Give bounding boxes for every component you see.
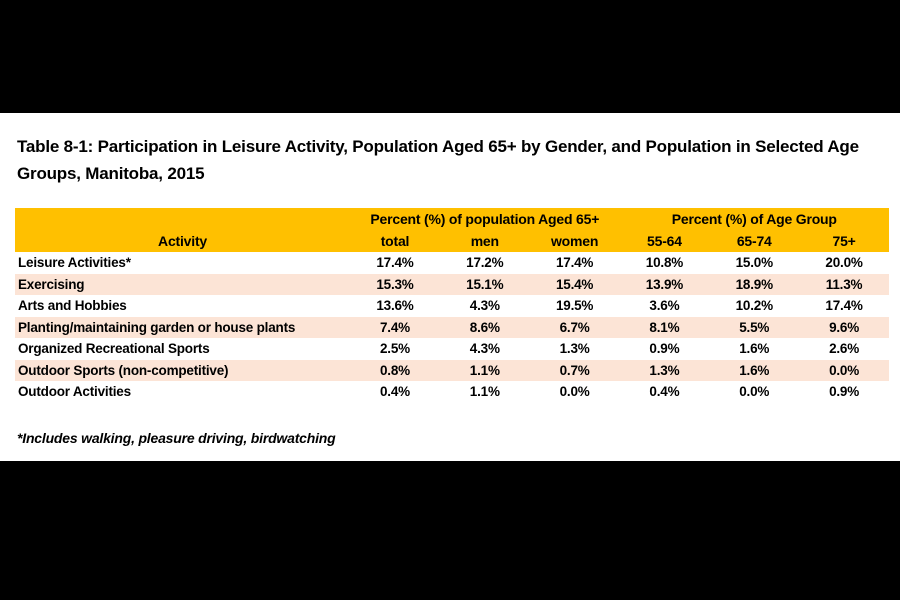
footnote: *Includes walking, pleasure driving, bir… — [17, 429, 336, 446]
activity-cell: Leisure Activities* — [15, 252, 351, 274]
letterbox-top-bar — [0, 0, 900, 113]
value-cell: 0.7% — [529, 359, 620, 381]
value-cell: 7.4% — [350, 316, 440, 338]
value-cell: 1.3% — [529, 338, 620, 360]
value-cell: 4.3% — [439, 295, 530, 317]
value-cell: 0.0% — [709, 381, 800, 403]
value-cell: 10.2% — [709, 295, 800, 317]
leisure-participation-table: Percent (%) of population Aged 65+ Perce… — [15, 208, 889, 403]
value-cell: 0.4% — [619, 381, 710, 403]
value-cell: 1.1% — [439, 381, 530, 403]
table-row: Planting/maintaining garden or house pla… — [15, 316, 889, 338]
group-header-aged-65: Percent (%) of population Aged 65+ — [350, 208, 620, 230]
group-header-row: Percent (%) of population Aged 65+ Perce… — [15, 208, 889, 230]
value-cell: 1.1% — [439, 359, 530, 381]
table-row: Leisure Activities* 17.4% 17.2% 17.4% 10… — [15, 252, 889, 274]
value-cell: 17.4% — [350, 252, 440, 274]
value-cell: 3.6% — [619, 295, 710, 317]
value-cell: 6.7% — [529, 316, 620, 338]
value-cell: 9.6% — [799, 316, 889, 338]
column-header-65-74: 65-74 — [709, 230, 800, 252]
value-cell: 15.4% — [529, 273, 620, 295]
value-cell: 13.6% — [350, 295, 440, 317]
column-header-75plus: 75+ — [799, 230, 889, 252]
column-header-women: women — [529, 230, 620, 252]
value-cell: 0.4% — [350, 381, 440, 403]
value-cell: 17.4% — [799, 295, 889, 317]
value-cell: 2.5% — [350, 338, 440, 360]
activity-cell: Organized Recreational Sports — [15, 338, 351, 360]
value-cell: 0.9% — [619, 338, 710, 360]
value-cell: 5.5% — [709, 316, 800, 338]
column-header-activity: Activity — [15, 230, 351, 252]
value-cell: 15.0% — [709, 252, 800, 274]
column-header-total: total — [350, 230, 440, 252]
table-row: Organized Recreational Sports 2.5% 4.3% … — [15, 338, 889, 360]
table-header: Percent (%) of population Aged 65+ Perce… — [15, 208, 889, 252]
group-header-age-group: Percent (%) of Age Group — [619, 208, 889, 230]
value-cell: 0.8% — [350, 359, 440, 381]
value-cell: 17.2% — [439, 252, 530, 274]
table-title-line1: Table 8-1: Participation in Leisure Acti… — [17, 137, 859, 156]
table-row: Arts and Hobbies 13.6% 4.3% 19.5% 3.6% 1… — [15, 295, 889, 317]
value-cell: 15.1% — [439, 273, 530, 295]
value-cell: 11.3% — [799, 273, 889, 295]
column-header-row: Activity total men women 55-64 65-74 75+ — [15, 230, 889, 252]
value-cell: 4.3% — [439, 338, 530, 360]
value-cell: 10.8% — [619, 252, 710, 274]
table-row: Exercising 15.3% 15.1% 15.4% 13.9% 18.9%… — [15, 273, 889, 295]
activity-cell: Outdoor Sports (non-competitive) — [15, 359, 351, 381]
activity-cell: Arts and Hobbies — [15, 295, 351, 317]
table-body: Leisure Activities* 17.4% 17.2% 17.4% 10… — [15, 252, 889, 403]
document-page: Table 8-1: Participation in Leisure Acti… — [0, 113, 900, 461]
column-header-men: men — [439, 230, 530, 252]
group-header-spacer — [15, 208, 351, 230]
table-row: Outdoor Sports (non-competitive) 0.8% 1.… — [15, 359, 889, 381]
value-cell: 1.6% — [709, 359, 800, 381]
value-cell: 1.6% — [709, 338, 800, 360]
activity-cell: Exercising — [15, 273, 351, 295]
letterbox-bottom-bar — [0, 461, 900, 600]
value-cell: 19.5% — [529, 295, 620, 317]
activity-cell: Planting/maintaining garden or house pla… — [15, 316, 351, 338]
value-cell: 20.0% — [799, 252, 889, 274]
value-cell: 13.9% — [619, 273, 710, 295]
value-cell: 0.9% — [799, 381, 889, 403]
table-title-line2: Groups, Manitoba, 2015 — [17, 164, 205, 183]
table-title: Table 8-1: Participation in Leisure Acti… — [17, 133, 886, 187]
column-header-55-64: 55-64 — [619, 230, 710, 252]
value-cell: 8.6% — [439, 316, 530, 338]
value-cell: 1.3% — [619, 359, 710, 381]
value-cell: 2.6% — [799, 338, 889, 360]
value-cell: 15.3% — [350, 273, 440, 295]
value-cell: 17.4% — [529, 252, 620, 274]
table-row: Outdoor Activities 0.4% 1.1% 0.0% 0.4% 0… — [15, 381, 889, 403]
value-cell: 0.0% — [799, 359, 889, 381]
value-cell: 18.9% — [709, 273, 800, 295]
value-cell: 8.1% — [619, 316, 710, 338]
activity-cell: Outdoor Activities — [15, 381, 351, 403]
value-cell: 0.0% — [529, 381, 620, 403]
